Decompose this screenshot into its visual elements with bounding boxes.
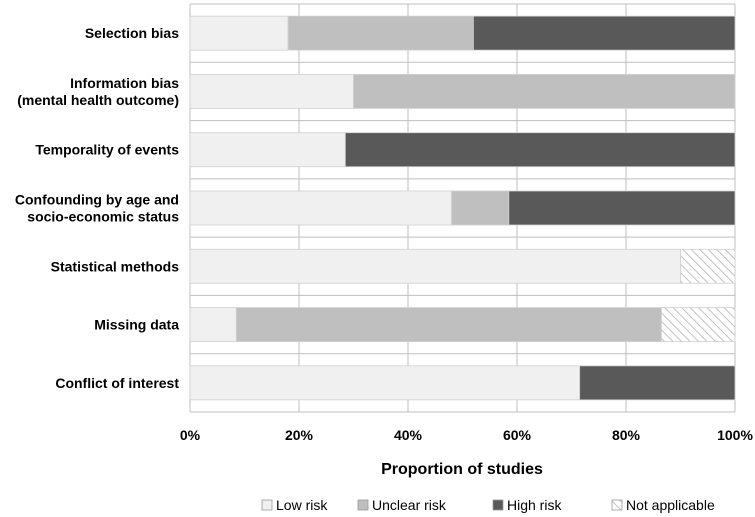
category-label: Temporality of events [35,142,179,158]
bar-segment-unclear-risk [353,74,736,109]
bar-segment-not-applicable [661,307,736,342]
bar-segment-not-applicable [680,248,736,284]
bar-segment-high-risk [579,365,736,401]
legend-swatch [261,499,273,511]
category-label: Selection bias [85,25,179,41]
legend-swatch [357,499,369,511]
bar-segment-low-risk [189,15,289,51]
legend-label: High risk [507,497,562,513]
x-axis: 0% 20% 40% 60% 80% 100% [180,427,754,443]
category-label-line: Confounding by age and [15,192,179,208]
category-label-line: Information bias [70,75,179,91]
category-label: Confounding by age and socio-economic sta… [15,192,179,225]
category-label-line: Statistical methods [51,258,180,274]
bars [189,15,736,401]
bar-segment-unclear-risk [235,307,662,342]
category-label: Conflict of interest [55,375,179,391]
x-axis-title: Proportion of studies [381,461,543,478]
x-tick-label: 0% [180,427,201,443]
x-tick-label: 20% [285,427,314,443]
category-label: Missing data [94,317,179,333]
category-label-line: Missing data [94,317,179,333]
category-labels: Selection bias Information bias (mental he… [15,25,179,391]
bar-segment-low-risk [189,190,453,226]
category-label-line: (mental health outcome) [17,92,179,108]
category-label: Statistical methods [51,258,180,274]
bar-segment-low-risk [189,365,581,401]
legend: Low risk Unclear risk High risk Not applica… [261,497,715,513]
category-label-line: Temporality of events [35,142,179,158]
bar-segment-low-risk [189,248,681,284]
bar-segment-unclear-risk [451,190,510,226]
bar-segment-high-risk [472,15,736,51]
category-label-line: Conflict of interest [55,375,179,391]
category-label-line: Selection bias [85,25,179,41]
legend-swatch [611,499,623,511]
legend-label: Low risk [276,497,328,513]
legend-swatch [492,499,504,511]
category-label-line: socio-economic status [27,209,179,225]
x-tick-label: 40% [394,427,423,443]
category-label: Information bias (mental health outcome) [17,75,179,108]
x-tick-label: 100% [717,427,753,443]
bar-segment-low-risk [189,307,237,342]
legend-label: Unclear risk [372,497,447,513]
bar-segment-high-risk [344,132,736,168]
x-tick-label: 60% [503,427,532,443]
bar-segment-high-risk [508,190,736,226]
x-tick-label: 80% [612,427,641,443]
bar-segment-low-risk [189,132,346,168]
bar-segment-unclear-risk [287,15,474,51]
bar-segment-low-risk [189,74,354,109]
legend-label: Not applicable [626,497,715,513]
